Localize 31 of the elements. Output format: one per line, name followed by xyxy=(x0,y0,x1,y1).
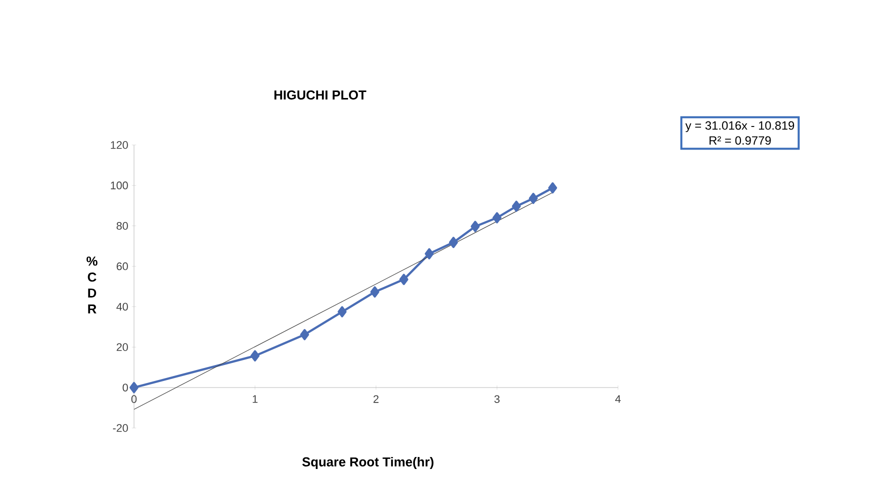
point xyxy=(512,200,521,212)
point xyxy=(338,306,347,318)
point xyxy=(448,236,458,248)
point xyxy=(250,350,260,362)
y-tick-label: -20 xyxy=(113,424,128,432)
y-tick-label: 80 xyxy=(116,222,128,230)
point xyxy=(424,248,434,260)
y-tick-label: 120 xyxy=(110,141,128,149)
x-axis-title: Square Root Time(hr) xyxy=(302,456,434,470)
x-tick-label: 4 xyxy=(615,395,621,403)
y-axis-title: % C D R xyxy=(86,256,98,314)
point xyxy=(399,274,408,286)
text: y = 31.016x - 10.819 xyxy=(685,121,794,132)
point xyxy=(300,329,310,340)
point xyxy=(470,220,480,232)
y-tick-label: 40 xyxy=(116,302,128,311)
text: R² = 0.9779 xyxy=(710,136,771,145)
point xyxy=(492,212,502,224)
point xyxy=(548,182,558,194)
y-tick-label: 20 xyxy=(116,343,128,352)
point xyxy=(130,382,138,394)
x-tick-label: 2 xyxy=(374,395,378,403)
x-tick-label: 1 xyxy=(252,395,258,403)
x-tick-label: 3 xyxy=(494,395,500,403)
y-tick-label: 0 xyxy=(122,384,128,392)
point xyxy=(528,192,538,204)
chart-title: HIGUCHI PLOT xyxy=(274,90,366,100)
point xyxy=(370,286,380,298)
y-tick-label: 100 xyxy=(110,182,128,190)
y-tick-label: 60 xyxy=(116,262,128,270)
x-tick-label: 0 xyxy=(131,395,137,403)
